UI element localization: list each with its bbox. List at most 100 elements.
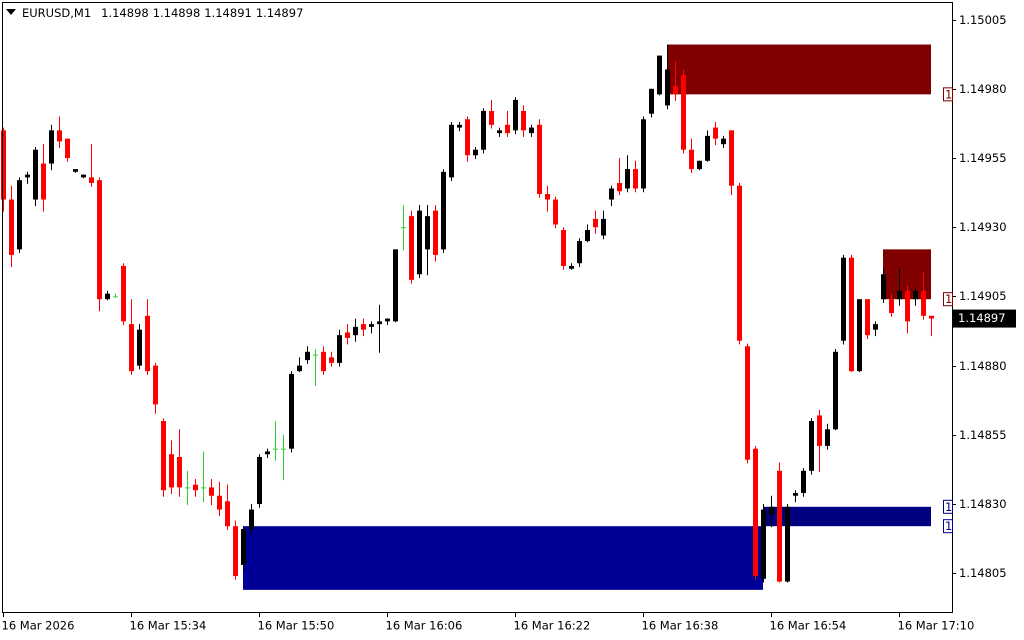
zone-label-box (943, 87, 953, 102)
candle-body (433, 210, 438, 255)
candle-body (321, 351, 326, 372)
header-open: 1.14898 (101, 6, 149, 20)
candle-body (457, 124, 462, 128)
candle-body (649, 88, 654, 114)
candle-body (81, 174, 86, 178)
x-tick-label: 16 Mar 15:34 (130, 619, 207, 633)
candle-body (801, 470, 806, 493)
candle-body (745, 346, 750, 460)
zone (763, 506, 931, 527)
candle-body (929, 315, 934, 319)
y-tick-label: 1.14830 (959, 497, 1007, 511)
candle-body (409, 216, 414, 280)
candle-body (33, 149, 38, 200)
header-high: 1.14898 (153, 6, 201, 20)
menu-triangle[interactable] (6, 9, 16, 15)
candle-body (57, 130, 62, 142)
x-tick-label: 16 Mar 16:38 (642, 619, 719, 633)
candle-body (465, 119, 470, 156)
candle-body (721, 138, 726, 145)
candle-body (681, 74, 686, 150)
candle-body (793, 492, 798, 496)
candle-body (529, 127, 534, 134)
candle-body (217, 495, 222, 510)
x-tick-label: 16 Mar 16:06 (386, 619, 463, 633)
symbol-title: EURUSD,M1 (22, 6, 91, 20)
candle-body (777, 470, 782, 582)
candle-body (505, 124, 510, 134)
candle-body (249, 509, 254, 529)
candle-body (329, 357, 334, 363)
candle-body (761, 509, 766, 579)
candle-body (305, 351, 310, 361)
candle-body (233, 526, 238, 577)
candle-body (617, 182, 622, 192)
candle-body (257, 456, 262, 505)
y-tick-label: 1.14905 (959, 289, 1007, 303)
candle-body (865, 299, 870, 336)
candle-body (553, 199, 558, 225)
candle-body (841, 257, 846, 341)
candle-body (209, 487, 214, 496)
candle-body (345, 332, 350, 338)
candle-body (161, 420, 166, 491)
candle-body (593, 218, 598, 228)
x-tick-label: 16 Mar 2026 (2, 619, 75, 633)
plot-area (1, 44, 934, 590)
candle-body (737, 185, 742, 341)
candle-body (377, 321, 382, 325)
candle-body (921, 290, 926, 316)
candle-body (609, 188, 614, 200)
candle-body (337, 335, 342, 363)
x-tick-label: 16 Mar 17:10 (898, 619, 975, 633)
candle-body (145, 315, 150, 372)
candle-body (73, 169, 78, 172)
candle-body (857, 299, 862, 372)
candle-body (449, 124, 454, 178)
candle-body (585, 229, 590, 242)
candle-body (881, 274, 886, 300)
current-price-box (953, 309, 1016, 328)
candle-body (289, 373, 294, 449)
candle-body (825, 429, 830, 446)
candle-body (193, 484, 198, 491)
candle-body (913, 290, 918, 300)
candle-body (17, 180, 22, 250)
candle-body (153, 365, 158, 405)
candle-body (601, 218, 606, 236)
candle-body (665, 69, 670, 106)
candle-body (177, 456, 182, 488)
candle-body (65, 138, 70, 159)
candle-body (105, 293, 110, 300)
candle-body (817, 415, 822, 446)
candle-body (545, 194, 550, 200)
candle-body (729, 130, 734, 186)
candle-body (137, 329, 142, 366)
candle-body (473, 149, 478, 156)
y-tick-label: 1.14880 (959, 359, 1007, 373)
candle-body (129, 324, 134, 372)
candle-body (385, 318, 390, 322)
candle-body (905, 290, 910, 322)
zone-label: 1 (945, 500, 952, 514)
candle-body (689, 149, 694, 170)
zone-label-box (943, 499, 953, 514)
zone (243, 526, 763, 590)
candle-body (49, 130, 54, 164)
candle-body (521, 110, 526, 131)
candle-body (833, 351, 838, 430)
candle-body (297, 365, 302, 372)
zone-label-box (943, 292, 953, 307)
plot-frame (2, 2, 953, 613)
candle-body (41, 163, 46, 200)
zone-label: 1 (945, 519, 952, 533)
candle-body (897, 290, 902, 300)
candle-body (1, 130, 6, 200)
candle-body (481, 110, 486, 150)
zone-label-box (943, 519, 953, 534)
candle-body (169, 454, 174, 488)
x-tick-label: 16 Mar 16:54 (770, 619, 847, 633)
candle-body (441, 171, 446, 250)
candle-body (89, 177, 94, 183)
